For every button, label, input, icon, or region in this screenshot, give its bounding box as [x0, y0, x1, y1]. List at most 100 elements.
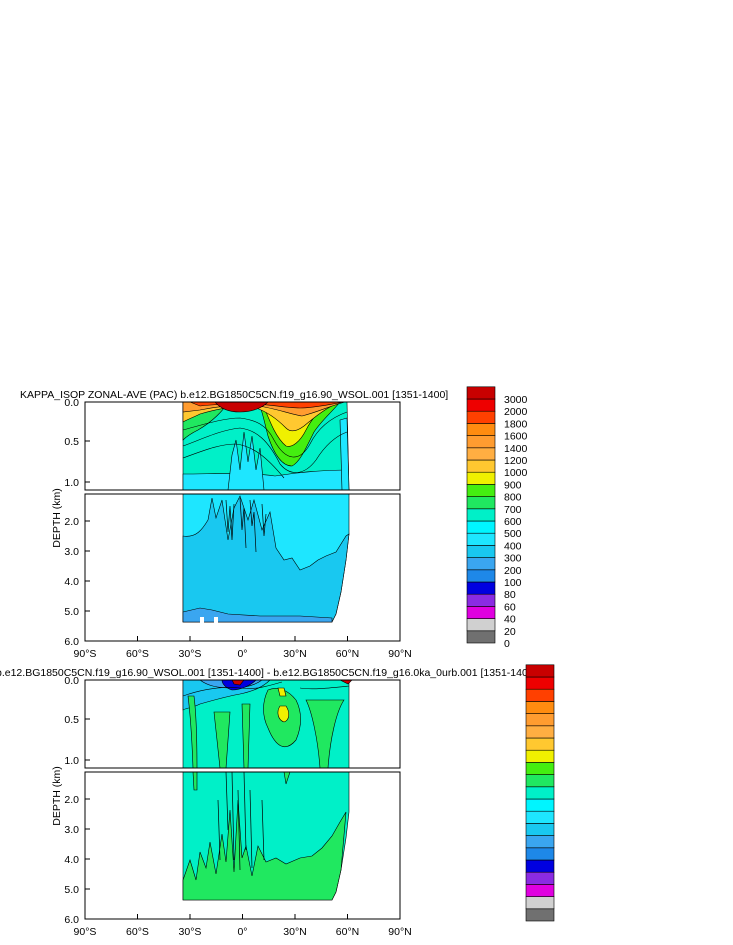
panel-2-y-tickmarks [85, 679, 90, 890]
colorbar-2-swatch-8 [525, 810, 555, 824]
panel-2-upper-field [182, 680, 353, 768]
colorbar-2-swatch-6 [525, 835, 555, 849]
colorbar-1-label-4: 80 [504, 589, 516, 601]
p2-u-contour-b [299, 685, 350, 690]
colorbar-1-swatch-7 [466, 545, 496, 558]
p1-xtick-3: 0° [237, 648, 247, 660]
panel-1-y-tickmarks [85, 401, 90, 612]
p1-xtick-1: 60°S [126, 648, 149, 660]
colorbar-2-swatch-9 [525, 798, 555, 812]
panel-1-x-axis: 90°S 60°S 30°S 0° 30°N 60°N 90°N [74, 648, 412, 660]
colorbar-2-swatch-14 [525, 737, 555, 751]
colorbar-1-label-12: 800 [504, 492, 522, 504]
panel-2-y-label: DEPTH (km) [51, 766, 63, 826]
p2-xtick-2: 30°S [179, 926, 202, 938]
p2-u-band-900 [277, 687, 290, 723]
panel-1-upper-frame [84, 401, 401, 491]
colorbar-1-label-10: 600 [504, 516, 522, 528]
p2-l-green-tongue [192, 772, 291, 791]
colorbar-1-swatch-17 [466, 423, 496, 436]
panel-2: b.e12.BG1850C5CN.f19_g16.90_WSOL.001 [13… [0, 667, 537, 938]
p2-u-green-left [187, 695, 198, 768]
p1-xtick-2: 30°S [179, 648, 202, 660]
panel-2-x-tickmarks [84, 914, 401, 919]
colorbar-1-label-5: 100 [504, 577, 522, 589]
colorbar-2-swatch-3 [525, 871, 555, 885]
p2-ytick-0: 0.0 [64, 675, 79, 687]
colorbar-1-swatch-6 [466, 557, 496, 571]
panel-1-field [182, 402, 350, 623]
colorbar-1-swatch-4 [466, 581, 496, 595]
colorbar-2-swatch-10 [525, 786, 555, 800]
p1-l-ridge-lines [225, 497, 267, 553]
colorbar-2-swatch-17 [525, 701, 555, 714]
colorbar-2-swatch-0 [525, 908, 555, 922]
colorbar-2-swatch-2 [525, 884, 555, 897]
p1-ytick-5: 4.0 [64, 576, 79, 588]
p1-ytick-7: 6.0 [64, 636, 79, 648]
p1-u-boundary-north [339, 417, 350, 490]
p2-ytick-5: 4.0 [64, 854, 79, 866]
panel-2-lower-field [182, 772, 350, 901]
colorbar-1-label-1: 20 [504, 626, 516, 638]
colorbar-1-label-6: 200 [504, 565, 522, 577]
p2-ytick-6: 5.0 [64, 884, 79, 896]
colorbar-1-label-17: 1600 [504, 431, 528, 443]
colorbar-2-swatch-1 [525, 896, 555, 910]
p2-ytick-3: 2.0 [64, 794, 79, 806]
p2-u-contour-a [182, 681, 283, 697]
colorbar-1-label-8: 400 [504, 540, 522, 552]
colorbar-2-swatch-15 [525, 725, 555, 739]
p1-ytick-0: 0.0 [64, 397, 79, 409]
colorbar-1-label-15: 1200 [504, 455, 528, 467]
p1-ytick-1: 0.5 [64, 436, 79, 448]
p2-xtick-3: 0° [237, 926, 247, 938]
colorbar-1-swatch-8 [466, 532, 496, 546]
p2-l-streaks [217, 772, 265, 871]
panel-1-upper-field [182, 402, 350, 490]
p1-u-contour-a [182, 411, 348, 458]
p2-l-band-700 [182, 799, 347, 901]
colorbar-1-swatch-11 [466, 496, 496, 510]
p1-seafloor-gap-1 [200, 617, 204, 623]
p2-ytick-1: 0.5 [64, 714, 79, 726]
p2-u-green-streaks [213, 703, 251, 768]
colorbar-1-swatch-12 [466, 484, 496, 497]
colorbar-1-swatch-3 [466, 593, 496, 607]
panel-2-field [182, 680, 353, 901]
p1-u-contour-b [182, 427, 348, 473]
p1-xtick-4: 30°N [283, 648, 306, 660]
p1-xtick-5: 60°N [336, 648, 359, 660]
colorbar-1-swatch-14 [466, 459, 496, 473]
colorbar-1-label-20: 3000 [504, 394, 528, 406]
colorbar-1-swatch-18 [466, 410, 496, 424]
colorbar-1-label-18: 1800 [504, 418, 528, 430]
colorbar-1-swatch-5 [466, 569, 496, 583]
colorbar-1-swatch-19 [466, 398, 496, 412]
colorbar-1-swatch-10 [466, 508, 496, 522]
panel-1-x-tickmarks [84, 636, 401, 641]
colorbar-1-label-13: 900 [504, 479, 522, 491]
panel-2-title: b.e12.BG1850C5CN.f19_g16.90_WSOL.001 [13… [0, 667, 537, 679]
colorbar-2-swatch-12 [525, 762, 555, 775]
p2-ytick-2: 1.0 [64, 755, 79, 767]
colorbar-2-swatch-5 [525, 847, 555, 861]
colorbar-1-swatch-13 [466, 471, 496, 485]
panel-1-title: KAPPA_ISOP ZONAL-AVE (PAC) b.e12.BG1850C… [20, 389, 448, 401]
p1-seafloor-gap-2 [214, 617, 218, 623]
colorbar-1-label-9: 500 [504, 528, 522, 540]
p2-xtick-0: 90°S [74, 926, 97, 938]
colorbar-2-swatch-20 [525, 664, 555, 678]
colorbar-2-swatch-19 [525, 676, 555, 690]
colorbar-2-swatch-7 [525, 823, 555, 836]
p1-ytick-4: 3.0 [64, 546, 79, 558]
p1-u-contour-c [182, 443, 285, 479]
colorbar-1-swatch-16 [466, 435, 496, 449]
colorbar-1-swatch-9 [466, 520, 496, 534]
p1-xtick-6: 90°N [388, 648, 411, 660]
panel-1-y-axis: 0.0 0.5 1.0 2.0 3.0 4.0 5.0 6.0 [64, 397, 79, 648]
p1-ytick-3: 2.0 [64, 516, 79, 528]
p1-l-band-200 [182, 607, 333, 623]
p2-ytick-4: 3.0 [64, 824, 79, 836]
